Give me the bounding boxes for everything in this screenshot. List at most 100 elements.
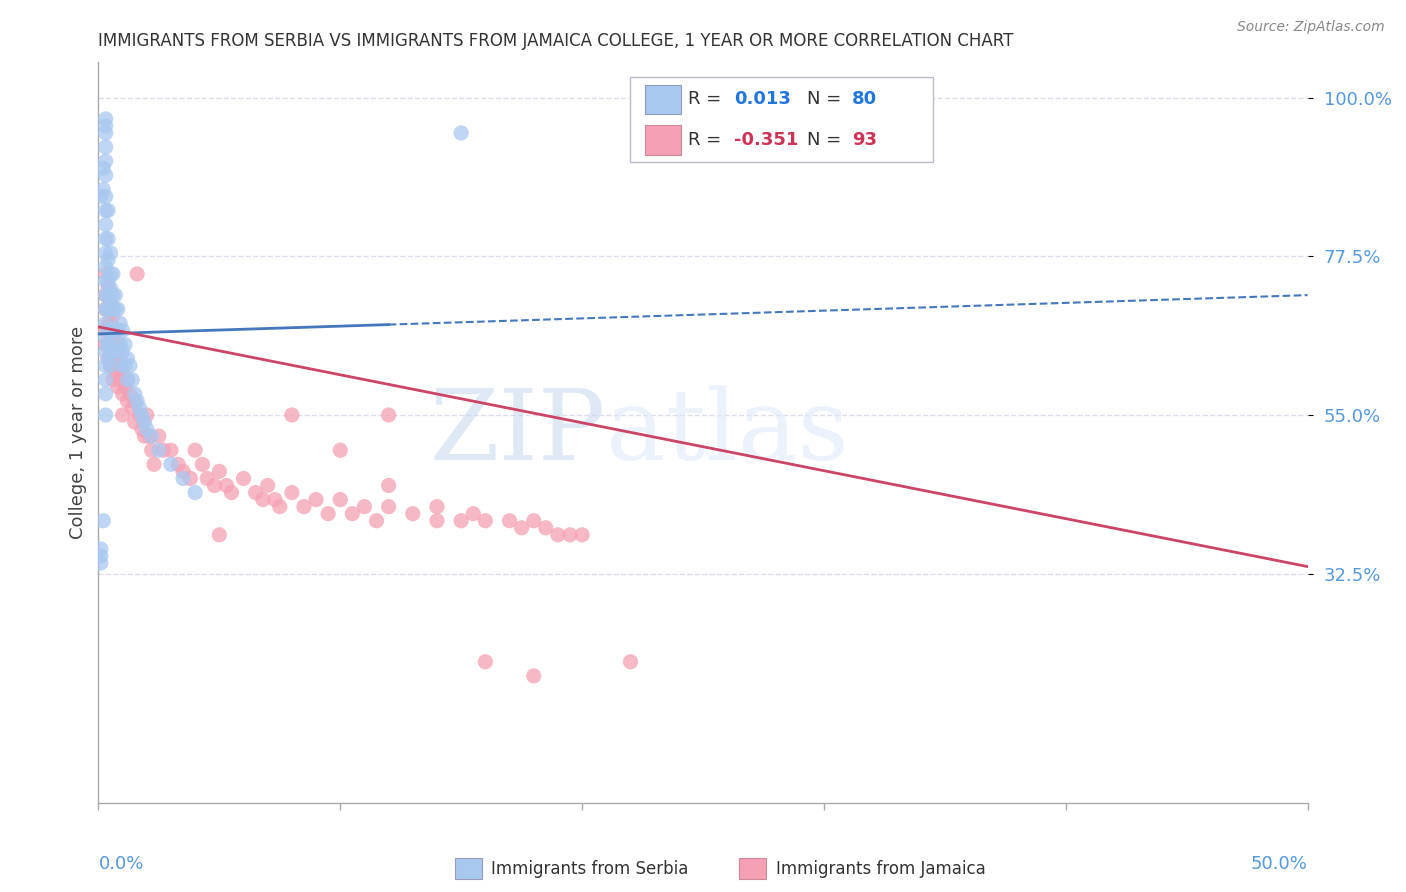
- Point: [184, 443, 207, 458]
- Point: [100, 323, 122, 337]
- Point: [172, 464, 194, 478]
- Point: [97, 316, 120, 330]
- Point: [108, 351, 131, 366]
- Point: [107, 380, 129, 394]
- Point: [534, 521, 557, 535]
- Text: N =: N =: [807, 90, 846, 109]
- Point: [94, 245, 117, 260]
- Point: [128, 408, 150, 422]
- Point: [94, 302, 117, 317]
- Point: [97, 351, 120, 366]
- Point: [100, 281, 122, 295]
- Point: [107, 344, 129, 359]
- Point: [131, 408, 153, 422]
- Point: [90, 556, 112, 570]
- Text: R =: R =: [689, 90, 727, 109]
- Point: [474, 514, 496, 528]
- Point: [571, 528, 593, 542]
- Point: [94, 112, 117, 126]
- Point: [94, 316, 117, 330]
- Point: [101, 344, 124, 359]
- Point: [94, 274, 117, 288]
- Point: [94, 408, 117, 422]
- Point: [111, 387, 134, 401]
- Point: [292, 500, 315, 514]
- Point: [124, 387, 146, 401]
- Point: [252, 492, 274, 507]
- Point: [114, 337, 136, 351]
- Point: [127, 267, 149, 281]
- Point: [558, 528, 581, 542]
- Point: [97, 281, 120, 295]
- Point: [118, 359, 141, 373]
- Point: [114, 380, 136, 394]
- Point: [101, 351, 124, 366]
- Text: R =: R =: [689, 131, 727, 149]
- Point: [128, 401, 150, 415]
- Point: [111, 366, 134, 380]
- Y-axis label: College, 1 year or more: College, 1 year or more: [69, 326, 87, 539]
- Text: ZIP: ZIP: [430, 384, 606, 481]
- Point: [131, 422, 153, 436]
- Point: [510, 521, 533, 535]
- Point: [402, 507, 425, 521]
- Text: 50.0%: 50.0%: [1251, 855, 1308, 872]
- Point: [141, 429, 163, 443]
- Point: [94, 302, 117, 317]
- Point: [100, 337, 122, 351]
- Point: [91, 161, 114, 176]
- Point: [124, 393, 146, 408]
- Point: [97, 232, 120, 246]
- Point: [160, 458, 183, 472]
- Point: [94, 232, 117, 246]
- Point: [619, 655, 641, 669]
- Point: [97, 288, 120, 302]
- Point: [91, 182, 114, 196]
- Point: [329, 443, 352, 458]
- Text: 0.013: 0.013: [734, 90, 792, 109]
- Point: [94, 267, 117, 281]
- Text: Immigrants from Jamaica: Immigrants from Jamaica: [776, 860, 986, 878]
- Point: [94, 288, 117, 302]
- Point: [547, 528, 569, 542]
- Point: [94, 323, 117, 337]
- Point: [148, 443, 170, 458]
- Point: [94, 373, 117, 387]
- Point: [114, 359, 136, 373]
- Point: [167, 458, 190, 472]
- Point: [121, 401, 143, 415]
- Point: [107, 337, 129, 351]
- Point: [111, 323, 134, 337]
- Point: [450, 514, 472, 528]
- Point: [100, 267, 122, 281]
- Point: [135, 422, 157, 436]
- Point: [179, 471, 201, 485]
- Point: [204, 478, 226, 492]
- Point: [97, 252, 120, 267]
- Point: [152, 443, 174, 458]
- Point: [94, 218, 117, 232]
- Point: [100, 359, 122, 373]
- Point: [94, 330, 117, 344]
- Text: Source: ZipAtlas.com: Source: ZipAtlas.com: [1237, 20, 1385, 34]
- Point: [117, 393, 139, 408]
- Point: [124, 415, 146, 429]
- Point: [94, 168, 117, 182]
- Point: [90, 549, 112, 563]
- FancyBboxPatch shape: [740, 858, 766, 879]
- Point: [100, 302, 122, 317]
- Point: [172, 471, 194, 485]
- Point: [111, 359, 134, 373]
- Point: [184, 485, 207, 500]
- Point: [94, 140, 117, 154]
- Point: [97, 274, 120, 288]
- Point: [450, 126, 472, 140]
- Point: [97, 302, 120, 317]
- Point: [101, 267, 124, 281]
- Text: 0.0%: 0.0%: [98, 855, 143, 872]
- Point: [138, 429, 160, 443]
- Point: [91, 514, 114, 528]
- Point: [160, 443, 183, 458]
- Point: [94, 337, 117, 351]
- Text: IMMIGRANTS FROM SERBIA VS IMMIGRANTS FROM JAMAICA COLLEGE, 1 YEAR OR MORE CORREL: IMMIGRANTS FROM SERBIA VS IMMIGRANTS FRO…: [98, 32, 1014, 50]
